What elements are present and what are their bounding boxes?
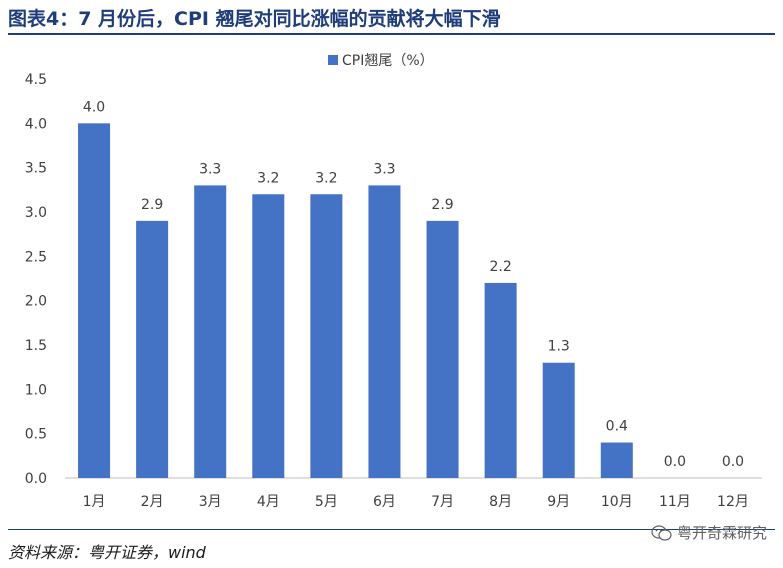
x-tick-label: 5月 [315, 494, 338, 510]
data-label: 4.0 [83, 99, 105, 115]
data-label: 3.3 [373, 161, 395, 177]
y-tick-label: 3.5 [25, 161, 47, 177]
legend-swatch [328, 55, 338, 65]
x-tick-label: 4月 [257, 494, 280, 510]
bar [426, 220, 459, 478]
bar-chart: 0.0 0.5 1.0 1.5 2.0 2.5 3.0 3.5 4.0 4.5 4.0 1月 2.9 2月… [25, 53, 762, 510]
data-label: 0.0 [722, 454, 744, 470]
x-tick-label: 11月 [659, 494, 691, 510]
y-tick-label: 1.0 [25, 382, 47, 398]
watermark: 粤开奇霖研究 [651, 522, 767, 543]
x-tick-label: 3月 [199, 494, 222, 510]
data-label: 0.4 [606, 419, 628, 435]
bar [600, 442, 633, 478]
bar [368, 185, 401, 478]
x-tick-label: 7月 [431, 494, 454, 510]
data-label: 3.2 [315, 170, 337, 186]
bar [484, 282, 517, 478]
chart-title: 图表4：7 月份后，CPI 翘尾对同比涨幅的贡献将大幅下滑 [8, 8, 501, 30]
bar [194, 185, 227, 478]
y-tick-label: 4.0 [25, 116, 47, 132]
x-tick-label: 12月 [717, 494, 749, 510]
y-tick-label: 4.5 [25, 72, 47, 88]
x-tick-label: 9月 [547, 494, 570, 510]
y-tick-label: 3.0 [25, 205, 47, 221]
footer-divider [8, 529, 775, 530]
y-tick-label: 2.5 [25, 249, 47, 265]
watermark-text: 粤开奇霖研究 [676, 524, 767, 542]
data-label: 3.2 [257, 170, 279, 186]
data-label: 2.9 [141, 197, 163, 213]
data-label: 1.3 [548, 339, 570, 355]
bar [136, 220, 169, 478]
bar [252, 194, 285, 478]
y-tick-label: 2.0 [25, 294, 47, 310]
bar [542, 362, 575, 478]
y-tick-label: 0.5 [25, 427, 47, 443]
y-tick-label: 0.0 [25, 471, 47, 487]
x-tick-label: 8月 [489, 494, 512, 510]
bar [310, 194, 343, 478]
title-divider [8, 33, 775, 35]
x-tick-label: 6月 [373, 494, 396, 510]
bar [78, 123, 111, 478]
data-label: 3.3 [199, 161, 221, 177]
wechat-icon [651, 524, 672, 541]
y-tick-label: 1.5 [25, 338, 47, 354]
x-tick-label: 1月 [83, 494, 106, 510]
x-tick-label: 2月 [141, 494, 164, 510]
x-tick-label: 10月 [601, 494, 633, 510]
data-label: 2.9 [431, 197, 453, 213]
legend-label: CPI翘尾（%） [342, 53, 434, 69]
data-label: 2.2 [489, 259, 511, 275]
data-label: 0.0 [664, 454, 686, 470]
source-note: 资料来源：粤开证券，wind [8, 543, 206, 562]
